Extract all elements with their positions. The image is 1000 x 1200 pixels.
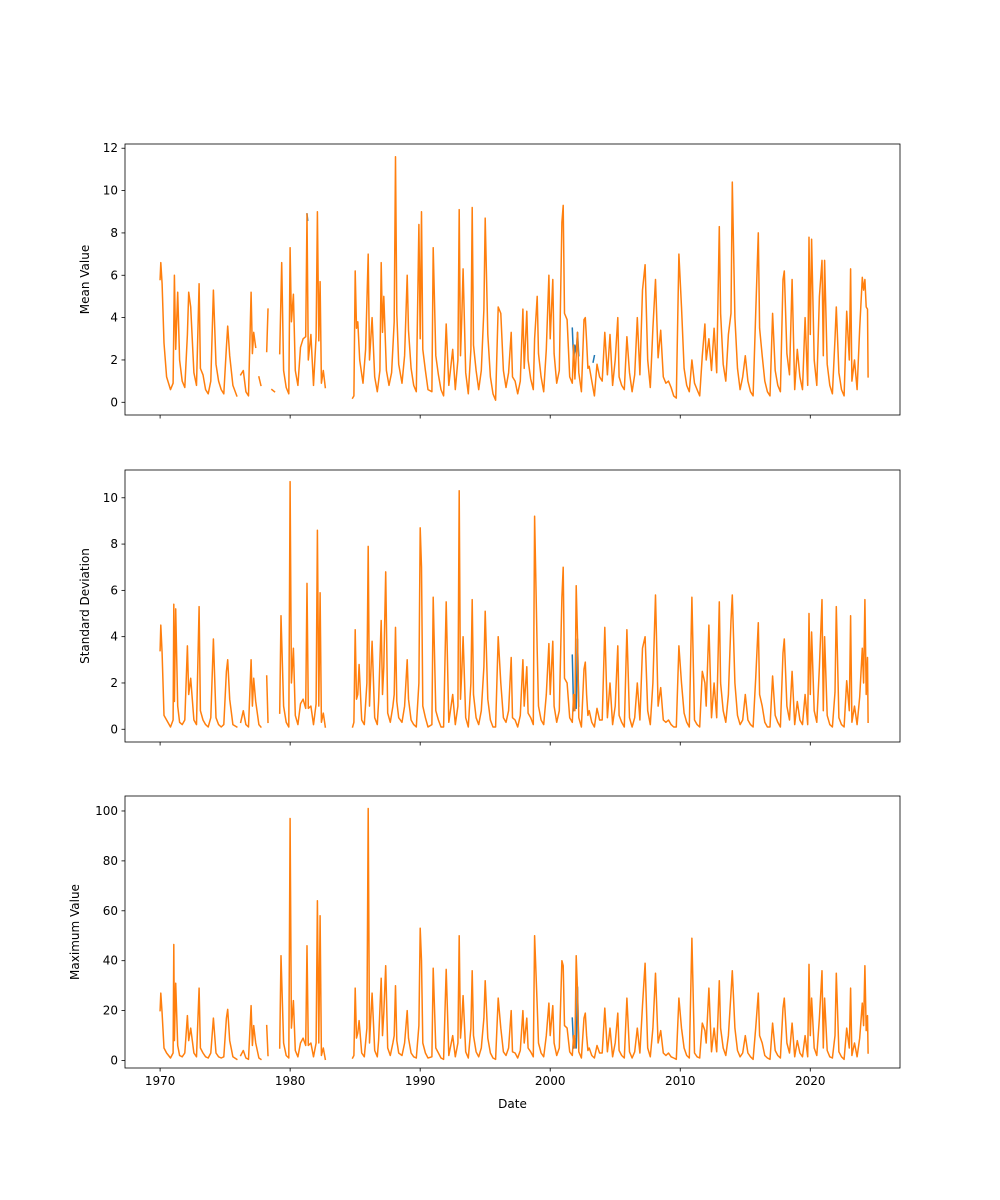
y-tick-label: 12 (103, 141, 118, 155)
series-2-line-segment (270, 388, 276, 393)
y-tick-label: 60 (103, 904, 118, 918)
y-tick-label: 80 (103, 854, 118, 868)
x-tick-label: 2020 (795, 1074, 826, 1088)
axes-frame (124, 469, 901, 743)
y-axis-label: Standard Deviation (78, 548, 92, 664)
y-tick-label: 0 (110, 722, 118, 736)
y-tick-label: 20 (103, 1004, 118, 1018)
x-tick-label: 1980 (275, 1074, 306, 1088)
series-2-line-segment (265, 308, 269, 353)
series-2-line-segment (159, 943, 238, 1061)
y-tick-label: 0 (110, 395, 118, 409)
axes-frame (124, 143, 901, 416)
series-2-line-segment (351, 490, 869, 728)
y-tick-label: 10 (103, 184, 118, 198)
x-axis-label: Date (498, 1097, 527, 1111)
x-tick-label: 2000 (535, 1074, 566, 1088)
y-axis-label: Maximum Value (68, 884, 82, 980)
plot-area (159, 480, 869, 729)
series-2-line-segment (239, 291, 257, 397)
y-tick-label: 2 (110, 676, 118, 690)
series-2-line-segment (278, 211, 327, 395)
subplot-1: 0 2 4 6 8 10 12 Mean Value (78, 141, 901, 419)
y-tick-label: 4 (110, 630, 118, 644)
series-2-line-segment (257, 375, 262, 387)
plot-area (159, 155, 869, 401)
subplot-3: 0 20 40 60 80 100 1970 1980 1990 2000 2010 2020 Maxi… (68, 795, 901, 1111)
subplots: 0 2 4 6 8 10 12 Mean Value 0 2 4 6 8 10 Standard Devia… (68, 141, 901, 1111)
y-tick-label: 40 (103, 954, 118, 968)
series-2-line-segment (351, 807, 869, 1061)
series-2-line-segment (265, 675, 269, 724)
y-tick-label: 100 (95, 804, 118, 818)
series-2-line-segment (265, 1024, 269, 1057)
x-tick-label: 1970 (145, 1074, 176, 1088)
y-tick-label: 6 (110, 583, 118, 597)
axes-frame (124, 795, 901, 1069)
series-2-line-segment (159, 261, 238, 397)
series-2-line-segment (351, 155, 869, 401)
subplot-2: 0 2 4 6 8 10 Standard Deviation (78, 469, 901, 746)
plot-area (159, 807, 869, 1061)
y-tick-label: 8 (110, 537, 118, 551)
y-axis-label: Mean Value (78, 245, 92, 314)
series-2-line-segment (239, 1004, 262, 1061)
series-2-line-segment (239, 659, 262, 729)
series-2-line-segment (278, 817, 327, 1061)
y-tick-label: 0 (110, 1054, 118, 1068)
series-2-line-segment (278, 480, 327, 728)
y-tick-label: 4 (110, 311, 118, 325)
y-tick-label: 8 (110, 226, 118, 240)
y-tick-label: 10 (103, 491, 118, 505)
x-tick-label: 2010 (665, 1074, 696, 1088)
series-2-line-segment (159, 603, 238, 729)
series-1-line-segment (592, 354, 596, 363)
y-tick-label: 2 (110, 353, 118, 367)
x-tick-label: 1990 (405, 1074, 436, 1088)
y-tick-label: 6 (110, 268, 118, 282)
